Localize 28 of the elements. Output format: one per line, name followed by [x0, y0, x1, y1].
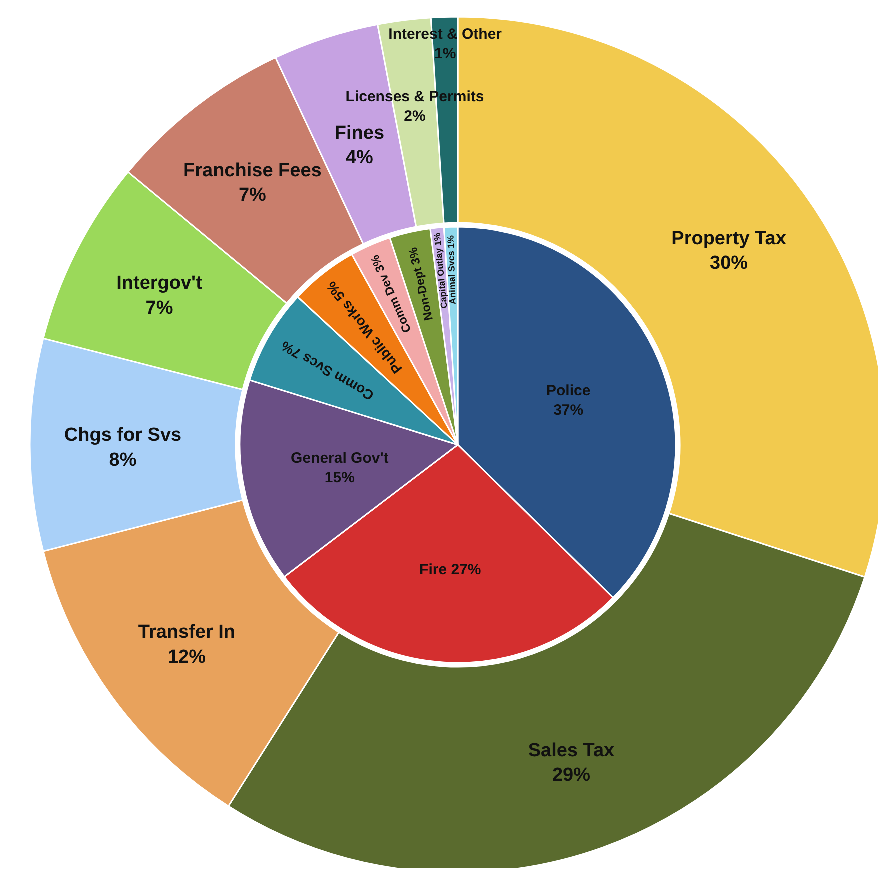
data-label: 2% [404, 108, 426, 126]
slice-label: Capital Outlay [434, 248, 450, 310]
slice-label: Franchise Fees [184, 160, 322, 182]
slice-label: Chgs for Svs [64, 425, 182, 446]
slice-label: General Gov't [291, 450, 389, 467]
data-label: 12% [168, 646, 206, 668]
slice-label: Sales Tax [528, 740, 616, 762]
slice-label: Fines [334, 122, 385, 144]
data-label: 1% [446, 235, 456, 249]
data-label: 15% [324, 469, 355, 486]
data-label: 27% [451, 562, 482, 579]
data-label: 7% [278, 338, 304, 362]
data-label: 3% [368, 253, 388, 275]
data-label: 30% [710, 252, 748, 274]
data-label: 7% [146, 298, 174, 319]
slice-label: Property Tax [672, 228, 787, 250]
data-label: 37% [554, 402, 584, 420]
slice-label: Intergov't [116, 273, 204, 294]
data-label: 29% [552, 765, 591, 786]
data-label: 7% [238, 185, 267, 206]
data-label: 8% [109, 450, 137, 471]
slice-label: Transfer In [138, 622, 236, 644]
slice-label: Fire [420, 562, 448, 579]
data-label: 4% [346, 147, 374, 168]
data-label: 3% [406, 246, 424, 266]
data-label: 1% [434, 46, 456, 63]
data-label: 1% [432, 232, 444, 246]
slice-label: Police [546, 382, 591, 400]
